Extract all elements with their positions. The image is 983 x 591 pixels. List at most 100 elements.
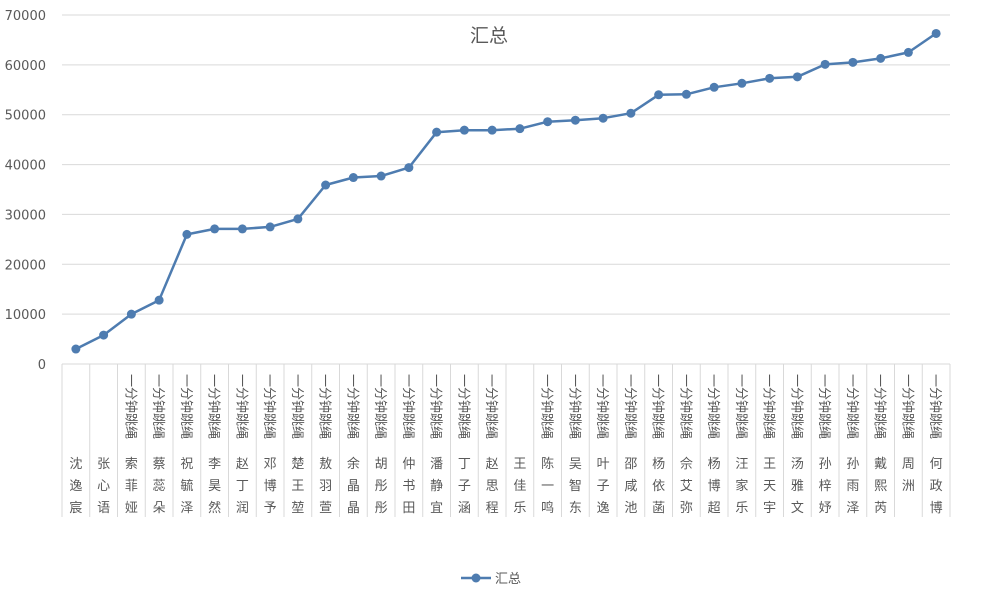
category-prefix-label: 一分钟跳绳 xyxy=(594,374,610,439)
legend-marker xyxy=(471,573,481,583)
category-name-label: 佘艾弥 xyxy=(680,456,693,516)
legend: 汇总 xyxy=(461,572,521,587)
category-prefix-label: 一分钟跳绳 xyxy=(539,374,555,439)
category-prefix-label: 一分钟跳绳 xyxy=(872,374,888,439)
category-prefix-label: 一分钟跳绳 xyxy=(705,374,721,439)
data-point xyxy=(709,82,719,92)
category-prefix-label: 一分钟跳绳 xyxy=(677,374,693,439)
category-prefix-label: 一分钟跳绳 xyxy=(788,374,804,439)
category-prefix-label: 一分钟跳绳 xyxy=(455,374,471,439)
data-point xyxy=(654,90,664,100)
data-point xyxy=(182,229,192,239)
category-name-label: 叶子逸 xyxy=(597,457,610,516)
category-prefix-label: 一分钟跳绳 xyxy=(206,374,222,439)
data-point xyxy=(459,125,469,135)
y-tick-label: 10000 xyxy=(5,308,46,323)
category-name-label: 邓博予 xyxy=(264,457,277,516)
category-prefix-label: 一分钟跳绳 xyxy=(761,374,777,439)
category-name-label: 杨博超 xyxy=(708,457,721,516)
category-prefix-label: 一分钟跳绳 xyxy=(372,374,388,439)
data-point xyxy=(876,53,886,63)
category-prefix-label: 一分钟跳绳 xyxy=(400,374,416,439)
category-prefix-label: 一分钟跳绳 xyxy=(122,374,138,439)
category-name-label: 仲书田 xyxy=(402,457,415,516)
data-point xyxy=(154,295,164,305)
data-point xyxy=(348,173,358,183)
data-point xyxy=(598,113,608,123)
category-prefix-label: 一分钟跳绳 xyxy=(289,374,305,439)
category-name-label: 何政博 xyxy=(930,456,943,516)
category-prefix-label: 一分钟跳绳 xyxy=(622,374,638,439)
category-prefix-label: 一分钟跳绳 xyxy=(816,374,832,439)
category-prefix-label: 一分钟跳绳 xyxy=(483,374,499,439)
y-tick-label: 0 xyxy=(38,358,46,373)
data-point xyxy=(99,330,109,340)
category-name-label: 吴智东 xyxy=(569,457,582,516)
category-name-label: 胡彤彤 xyxy=(375,457,388,516)
category-name-label: 余晶晶 xyxy=(347,456,360,516)
data-point xyxy=(376,171,386,181)
data-point xyxy=(543,117,553,127)
category-name-label: 蔡蕊朵 xyxy=(153,457,166,516)
series-line-group xyxy=(71,28,941,354)
category-prefix-label: 一分钟跳绳 xyxy=(178,374,194,439)
data-point xyxy=(626,108,636,118)
data-point xyxy=(792,72,802,82)
category-prefix-label: 一分钟跳绳 xyxy=(428,374,444,439)
category-name-label: 索菲娅 xyxy=(125,457,138,516)
category-prefix-label: 一分钟跳绳 xyxy=(733,374,749,439)
category-name-label: 汪家乐 xyxy=(735,457,748,516)
y-tick-label: 30000 xyxy=(5,208,46,223)
category-prefix-label: 一分钟跳绳 xyxy=(261,374,277,439)
data-point xyxy=(931,28,941,38)
category-name-label: 沈逸宸 xyxy=(69,457,82,516)
y-tick-label: 40000 xyxy=(5,159,46,174)
data-point xyxy=(570,115,580,125)
data-point xyxy=(321,180,331,190)
category-name-label: 陈一鸣 xyxy=(541,456,554,516)
data-point xyxy=(237,224,247,234)
y-tick-label: 20000 xyxy=(5,258,46,273)
category-name-label: 赵丁润 xyxy=(236,457,249,516)
data-point xyxy=(432,127,442,137)
category-name-label: 李昊然 xyxy=(208,457,221,516)
gridlines xyxy=(62,14,950,365)
series-line xyxy=(75,32,937,351)
y-tick-label: 70000 xyxy=(5,9,46,24)
category-prefix-label: 一分钟跳绳 xyxy=(899,374,915,439)
data-point xyxy=(820,59,830,69)
category-name-label: 敖羽萱 xyxy=(319,456,332,516)
data-point xyxy=(515,124,525,134)
data-point xyxy=(404,163,414,173)
category-name-label: 孙雨泽 xyxy=(846,457,859,516)
category-prefix-label: 一分钟跳绳 xyxy=(566,374,582,439)
category-name-label: 杨依菡 xyxy=(652,457,665,516)
category-prefix-label: 一分钟跳绳 xyxy=(344,374,360,439)
category-name-label: 王佳乐 xyxy=(513,457,526,516)
category-prefix-label: 一分钟跳绳 xyxy=(150,374,166,439)
category-name-label: 孙梓妤 xyxy=(819,457,832,516)
category-name-label: 周洲 xyxy=(902,457,915,494)
data-point xyxy=(681,89,691,99)
data-point xyxy=(903,47,913,57)
data-point xyxy=(126,309,136,319)
category-name-label: 戴熙芮 xyxy=(874,457,887,516)
data-point xyxy=(71,344,81,354)
category-name-label: 邵咸池 xyxy=(624,457,637,516)
category-prefix-label: 一分钟跳绳 xyxy=(844,374,860,439)
category-name-label: 楚王堃 xyxy=(291,457,304,516)
data-point xyxy=(737,78,747,88)
category-name-label: 汤雅文 xyxy=(791,457,804,516)
category-prefix-label: 一分钟跳绳 xyxy=(927,374,943,439)
chart-title: 汇总 xyxy=(470,25,508,47)
category-prefix-label: 一分钟跳绳 xyxy=(233,374,249,439)
data-point xyxy=(210,224,220,234)
category-name-label: 王天宇 xyxy=(763,457,776,516)
y-tick-label: 60000 xyxy=(5,59,46,74)
category-name-label: 丁子涵 xyxy=(458,457,471,516)
category-name-label: 潘静宜 xyxy=(430,457,443,516)
category-prefix-label: 一分钟跳绳 xyxy=(317,374,333,439)
